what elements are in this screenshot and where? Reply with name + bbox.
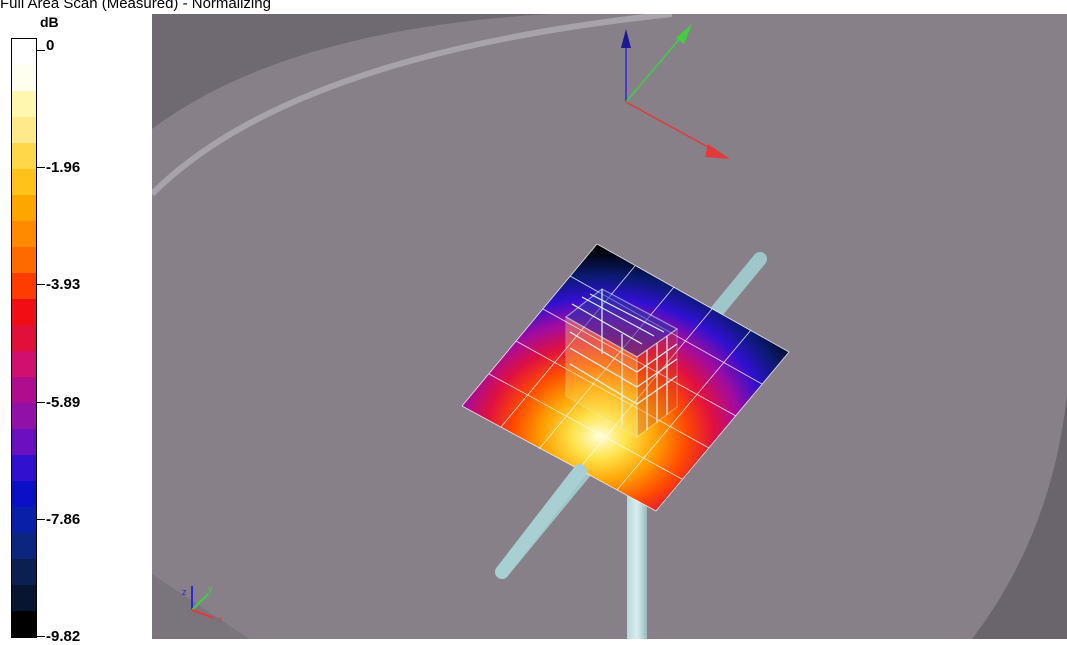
colorbar-segment (12, 507, 36, 533)
colorbar-tick (37, 50, 45, 51)
phantom-corner (972, 394, 1067, 639)
colorbar-segment (12, 143, 36, 169)
colorbar-segment (12, 247, 36, 273)
colorbar-segment (12, 559, 36, 585)
mini-axis-z: z (182, 587, 187, 597)
colorbar-segment (12, 325, 36, 351)
colorbar-tick (37, 284, 45, 285)
colorbar-tick (37, 636, 45, 637)
colorbar-tick-label: -1.96 (46, 159, 81, 176)
colorbar (11, 38, 37, 638)
colorbar-segment (12, 611, 36, 637)
mini-axes-icon: z y x (182, 584, 223, 624)
colorbar-segment (12, 455, 36, 481)
colorbar-tick-label: -7.86 (46, 511, 81, 528)
colorbar-segment (12, 169, 36, 195)
zoom-scan-cube (564, 288, 679, 439)
legend-unit: dB (40, 14, 59, 30)
phantom-rim (152, 14, 673, 197)
window-title: Full Area Scan (Measured) - Normalizing (0, 0, 271, 11)
mini-axis-x: x (218, 614, 223, 624)
colorbar-tick-label: 0 (46, 37, 55, 54)
support-rod (627, 484, 647, 639)
scan-area (462, 244, 789, 511)
colorbar-segment (12, 221, 36, 247)
axes-triad (621, 24, 730, 159)
phantom-surface (152, 574, 250, 639)
colorbar-tick (37, 402, 45, 403)
colorbar-segment (12, 403, 36, 429)
colorbar-segment (12, 351, 36, 377)
colorbar-segment (12, 117, 36, 143)
colorbar-tick-label: -9.82 (46, 628, 81, 645)
colorbar-segment (12, 195, 36, 221)
colorbar-tick (37, 519, 45, 520)
3d-viewport[interactable]: z y x (152, 14, 1067, 639)
dipole-rod-front (495, 464, 587, 579)
colorbar-segment (12, 65, 36, 91)
colorbar-segment (12, 533, 36, 559)
colorbar-segment (12, 429, 36, 455)
colorbar-segment (12, 91, 36, 117)
colorbar-segment (12, 299, 36, 325)
phantom-edge (152, 14, 752, 129)
colorbar-tick (37, 167, 45, 168)
colorbar-segment (12, 481, 36, 507)
colorbar-tick-label: -5.89 (46, 394, 81, 411)
colorbar-segment (12, 585, 36, 611)
colorbar-segment (12, 377, 36, 403)
colorbar-segment (12, 273, 36, 299)
colorbar-tick-label: -3.93 (46, 276, 81, 293)
colorbar-segment (12, 39, 36, 65)
mini-axis-y: y (208, 584, 213, 594)
scene-svg: z y x (152, 14, 1067, 639)
